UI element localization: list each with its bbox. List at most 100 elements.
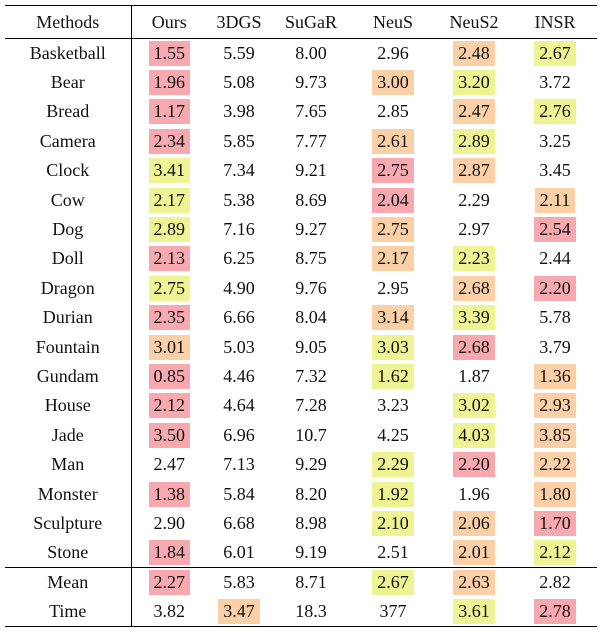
value-cell: 5.85 bbox=[207, 127, 271, 156]
value-cell: 2.44 bbox=[513, 244, 597, 273]
cell-text: Jade bbox=[51, 424, 84, 445]
header-cell: Methods bbox=[5, 5, 132, 39]
table-row: Basketball 1.55 5.59 8.00 2.96 2.48 2.67 bbox=[5, 38, 597, 68]
row-label: Bread bbox=[5, 97, 132, 127]
cell-text: 2.44 bbox=[539, 248, 571, 269]
highlighted-value: 2.01 bbox=[453, 540, 495, 566]
cell-text: 2.85 bbox=[377, 101, 409, 122]
header-cell: SuGaR bbox=[284, 11, 337, 32]
value-cell: 7.16 bbox=[207, 215, 271, 244]
value-cell: 1.62 bbox=[351, 362, 435, 391]
cell-text: Doll bbox=[51, 248, 84, 269]
highlighted-value: 2.67 bbox=[372, 569, 414, 595]
value-cell: 2.95 bbox=[351, 274, 435, 303]
cell-text: 9.19 bbox=[295, 542, 327, 563]
cell-text: Bread bbox=[46, 101, 90, 122]
value-cell: 3.25 bbox=[513, 127, 597, 156]
value-cell: 1.96 bbox=[435, 479, 513, 508]
highlighted-value: 2.75 bbox=[372, 217, 414, 243]
table-row: Monster 1.38 5.84 8.20 1.92 1.96 1.80 bbox=[5, 479, 597, 509]
row-label: Stone bbox=[5, 538, 132, 568]
highlighted-value: 1.38 bbox=[148, 481, 190, 507]
value-cell: 3.01 bbox=[131, 332, 207, 361]
value-cell: 2.29 bbox=[351, 450, 435, 479]
header-row: Methods Ours 3DGS SuGaR NeuS NeuS2 INSR bbox=[5, 5, 597, 39]
cell-text: 4.25 bbox=[377, 424, 409, 445]
cell-text: 2.97 bbox=[458, 219, 490, 240]
value-cell: 7.34 bbox=[207, 156, 271, 185]
value-cell: 3.98 bbox=[207, 97, 271, 126]
value-cell: 8.71 bbox=[271, 568, 351, 597]
value-cell: 2.27 bbox=[131, 568, 207, 597]
value-cell: 2.04 bbox=[351, 185, 435, 214]
value-cell: 2.75 bbox=[351, 156, 435, 185]
cell-text: 9.29 bbox=[295, 454, 327, 475]
value-cell: 4.25 bbox=[351, 421, 435, 450]
value-cell: 2.13 bbox=[131, 244, 207, 273]
value-cell: 7.32 bbox=[271, 362, 351, 391]
cell-text: 18.3 bbox=[295, 600, 327, 621]
highlighted-value: 3.50 bbox=[148, 422, 190, 448]
value-cell: 2.67 bbox=[351, 568, 435, 597]
cell-text: 2.29 bbox=[458, 189, 490, 210]
cell-text: 5.83 bbox=[223, 571, 255, 592]
value-cell: 5.59 bbox=[207, 39, 271, 68]
header-cell: NeuS bbox=[373, 11, 413, 32]
value-cell: 2.01 bbox=[435, 538, 513, 567]
value-cell: 3.14 bbox=[351, 303, 435, 332]
value-cell: 6.68 bbox=[207, 509, 271, 538]
cell-text: 7.34 bbox=[223, 160, 255, 181]
table-row: Jade 3.50 6.96 10.7 4.25 4.03 3.85 bbox=[5, 420, 597, 450]
value-cell: 1.17 bbox=[131, 97, 207, 126]
table-row: House 2.12 4.64 7.28 3.23 3.02 2.93 bbox=[5, 391, 597, 421]
cell-text: 9.76 bbox=[295, 277, 327, 298]
table-row: Bear 1.96 5.08 9.73 3.00 3.20 3.72 bbox=[5, 67, 597, 98]
cell-text: Man bbox=[51, 454, 85, 475]
value-cell: 8.75 bbox=[271, 244, 351, 273]
value-cell: 2.67 bbox=[513, 39, 597, 68]
header-cell: 3DGS bbox=[216, 11, 262, 32]
value-cell: 6.25 bbox=[207, 244, 271, 273]
cell-text: 3.82 bbox=[153, 600, 186, 621]
highlighted-value: 1.96 bbox=[148, 70, 190, 96]
row-label: Gundam bbox=[5, 361, 132, 392]
cell-text: 2.47 bbox=[153, 454, 186, 475]
value-cell: 2.68 bbox=[435, 332, 513, 361]
row-label: Clock bbox=[5, 156, 132, 186]
cell-text: 8.00 bbox=[295, 42, 327, 63]
cell-text: 5.08 bbox=[223, 72, 255, 93]
cell-text: 9.05 bbox=[295, 336, 327, 357]
value-cell: 2.75 bbox=[131, 274, 207, 303]
cell-text: 6.01 bbox=[223, 542, 255, 563]
cell-text: House bbox=[44, 395, 91, 416]
highlighted-value: 2.75 bbox=[148, 275, 190, 301]
cell-text: 3.45 bbox=[539, 160, 571, 181]
cell-text: Stone bbox=[47, 542, 89, 563]
table-row: Bread 1.17 3.98 7.65 2.85 2.47 2.76 bbox=[5, 97, 597, 127]
highlighted-value: 2.22 bbox=[534, 452, 576, 478]
value-cell: 2.17 bbox=[351, 244, 435, 273]
highlighted-value: 2.35 bbox=[148, 305, 190, 331]
cell-text: 3.79 bbox=[539, 336, 571, 357]
table-row: Cow 2.17 5.38 8.69 2.04 2.29 2.11 bbox=[5, 185, 597, 215]
table-row: Durian 2.35 6.66 8.04 3.14 3.39 5.78 bbox=[5, 303, 597, 333]
value-cell: 2.90 bbox=[131, 509, 207, 538]
highlighted-value: 3.41 bbox=[148, 158, 190, 184]
value-cell: 2.48 bbox=[435, 39, 513, 68]
highlighted-value: 1.84 bbox=[148, 540, 190, 566]
value-cell: 1.80 bbox=[513, 479, 597, 508]
row-label: Dragon bbox=[5, 273, 132, 304]
row-label: Monster bbox=[5, 479, 132, 509]
value-cell: 6.66 bbox=[207, 303, 271, 332]
value-cell: 9.19 bbox=[271, 538, 351, 567]
cell-text: Basketball bbox=[29, 42, 106, 63]
highlighted-value: 3.61 bbox=[453, 598, 495, 624]
row-label: Basketball bbox=[5, 38, 132, 68]
value-cell: 2.54 bbox=[513, 215, 597, 244]
value-cell: 1.84 bbox=[131, 538, 207, 567]
highlighted-value: 2.63 bbox=[453, 569, 495, 595]
value-cell: 2.61 bbox=[351, 127, 435, 156]
row-label: Bear bbox=[5, 67, 132, 98]
cell-text: 1.96 bbox=[458, 483, 490, 504]
cell-text: Dragon bbox=[40, 277, 95, 298]
